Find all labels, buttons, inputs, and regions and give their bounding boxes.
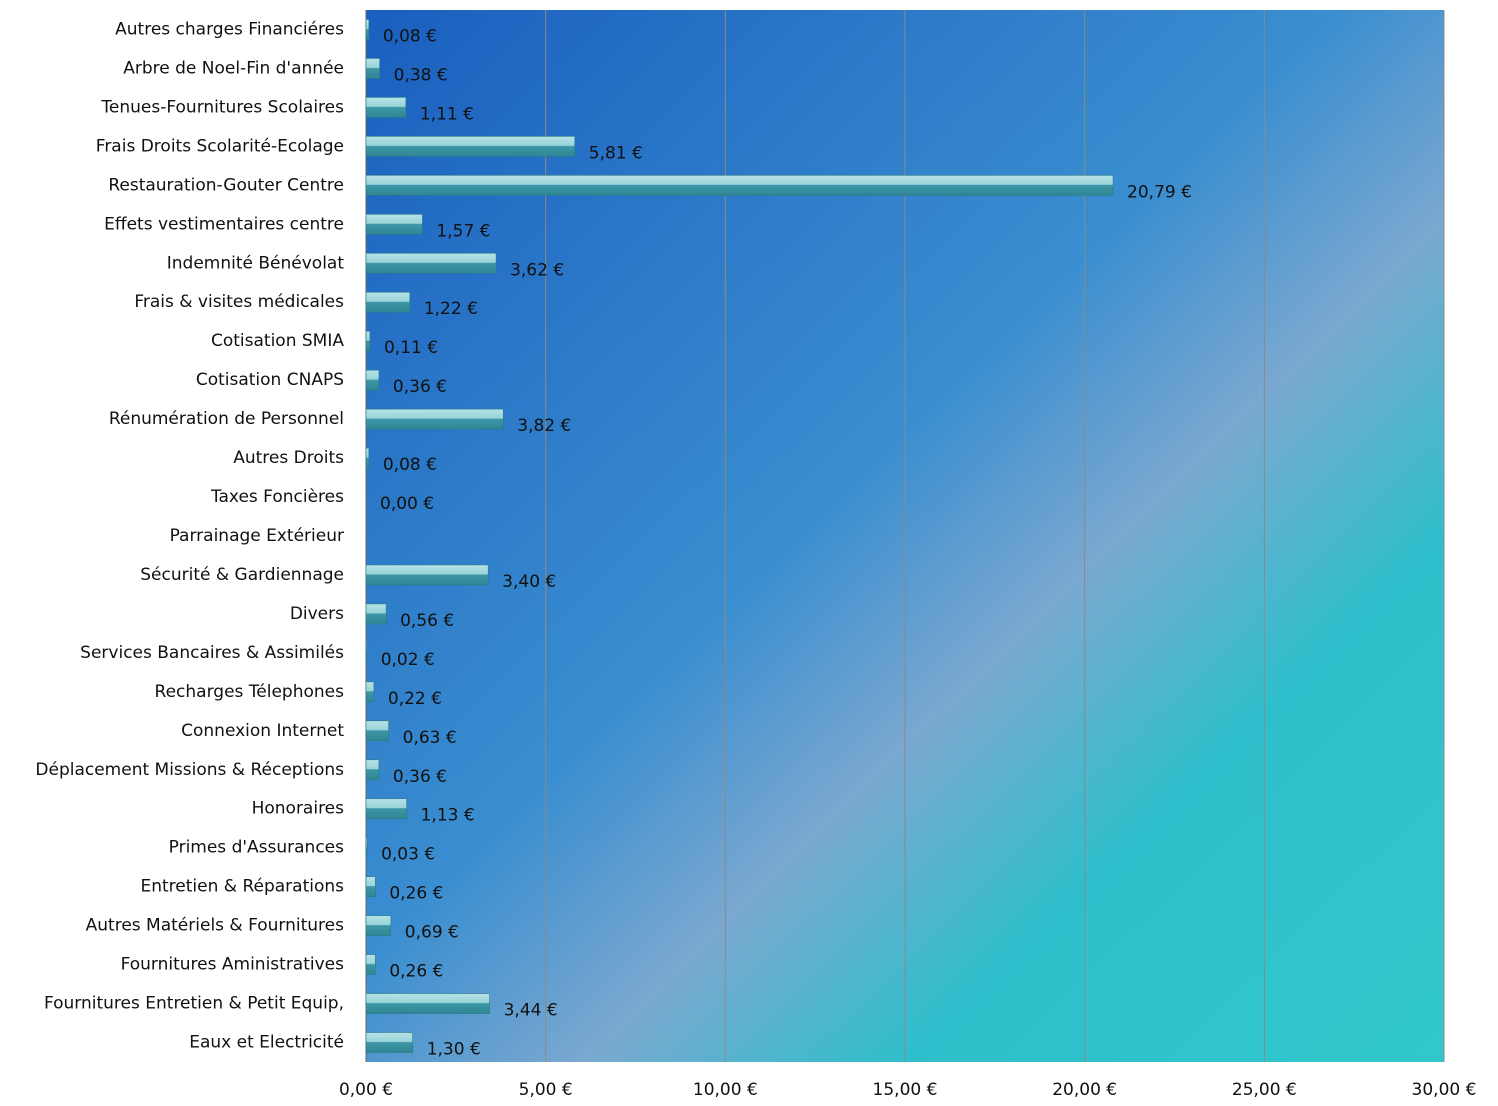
value-label: 0,00 €: [380, 494, 434, 514]
chart: 0,00 € 5,00 € 10,00 € 15,00 € 20,00 € 25,00 €…: [0, 0, 1498, 1106]
y-tick-label: Effets vestimentaires centre: [104, 214, 344, 234]
y-tick-label: Divers: [290, 604, 344, 624]
y-tick-label: Autres charges Financiéres: [115, 19, 344, 39]
y-tick-label: Sécurité & Gardiennage: [140, 565, 344, 585]
value-label: 0,36 €: [393, 767, 447, 787]
value-label: 0,03 €: [381, 845, 435, 865]
bar: [366, 565, 488, 585]
bar: [366, 292, 410, 312]
x-tick-label: 25,00 €: [1232, 1080, 1297, 1100]
y-tick-label: Indemnité Bénévolat: [167, 253, 345, 273]
bar: [366, 643, 367, 663]
value-label: 0,11 €: [384, 338, 438, 358]
x-tick-label: 15,00 €: [873, 1080, 938, 1100]
value-label: 0,69 €: [405, 923, 459, 943]
y-tick-label: Parrainage Extérieur: [170, 526, 344, 546]
bar: [366, 877, 375, 897]
bar: [366, 682, 374, 702]
value-label: 3,62 €: [510, 260, 564, 280]
x-tick-label: 30,00 €: [1412, 1080, 1477, 1100]
value-label: 0,38 €: [394, 65, 448, 85]
bar: [366, 1033, 413, 1053]
value-label: 1,30 €: [427, 1040, 481, 1060]
y-tick-label: Entretien & Réparations: [141, 877, 345, 897]
y-tick-label: Eaux et Electricité: [189, 1033, 344, 1053]
bar: [366, 370, 379, 390]
bar: [366, 136, 575, 156]
value-label: 0,56 €: [400, 611, 454, 631]
bar: [366, 916, 391, 936]
y-tick-label: Autres Matériels & Fournitures: [86, 916, 344, 936]
value-label: 1,57 €: [436, 221, 490, 241]
value-label: 1,22 €: [424, 299, 478, 319]
y-tick-label: Cotisation SMIA: [211, 331, 344, 351]
bar: [366, 331, 370, 351]
x-tick-label: 5,00 €: [519, 1080, 573, 1100]
value-label: 0,36 €: [393, 377, 447, 397]
y-tick-label: Recharges Télephones: [155, 682, 345, 702]
value-label: 0,26 €: [389, 962, 443, 982]
bar: [366, 19, 369, 39]
value-label: 0,26 €: [389, 884, 443, 904]
x-tick-label: 20,00 €: [1052, 1080, 1117, 1100]
bar: [366, 955, 375, 975]
y-tick-label: Restauration-Gouter Centre: [108, 175, 344, 195]
bar: [366, 448, 369, 468]
bar: [366, 994, 490, 1014]
value-label: 3,40 €: [502, 572, 556, 592]
bar: [366, 721, 389, 741]
bar: [366, 799, 407, 819]
value-label: 0,22 €: [388, 689, 442, 709]
y-tick-label: Fournitures Aministratives: [121, 955, 345, 975]
value-label: 5,81 €: [589, 143, 643, 163]
x-tick-label: 10,00 €: [693, 1080, 758, 1100]
value-label: 0,08 €: [383, 455, 437, 475]
y-tick-label: Frais & visites médicales: [134, 292, 344, 312]
y-tick-label: Connexion Internet: [181, 721, 344, 741]
y-tick-label: Tenues-Fournitures Scolaires: [100, 97, 344, 117]
bar: [366, 604, 386, 624]
y-tick-label: Arbre de Noel-Fin d'année: [123, 58, 344, 78]
value-label: 1,11 €: [420, 104, 474, 124]
y-tick-label: Cotisation CNAPS: [196, 370, 344, 390]
value-label: 1,13 €: [421, 806, 475, 826]
y-tick-label: Autres Droits: [233, 448, 344, 468]
bar: [366, 838, 367, 858]
bar: [366, 58, 380, 78]
y-tick-label: Fournitures Entretien & Petit Equip,: [44, 994, 344, 1014]
value-label: 0,63 €: [403, 728, 457, 748]
y-tick-label: Primes d'Assurances: [169, 838, 345, 858]
y-tick-label: Services Bancaires & Assimilés: [80, 643, 344, 663]
y-tick-label: Déplacement Missions & Réceptions: [35, 760, 344, 780]
bar: [366, 214, 422, 234]
y-tick-label: Frais Droits Scolarité-Ecolage: [96, 136, 344, 156]
bar: [366, 97, 406, 117]
bar: [366, 760, 379, 780]
bar: [366, 175, 1113, 195]
y-tick-label: Rénumération de Personnel: [109, 409, 344, 429]
value-label: 0,08 €: [383, 26, 437, 46]
value-label: 0,02 €: [381, 650, 435, 670]
value-label: 20,79 €: [1127, 182, 1192, 202]
bar: [366, 253, 496, 273]
x-tick-label: 0,00 €: [339, 1080, 393, 1100]
value-label: 3,44 €: [504, 1001, 558, 1021]
y-tick-label: Taxes Foncières: [210, 487, 344, 507]
bar: [366, 409, 503, 429]
value-label: 3,82 €: [517, 416, 571, 436]
y-tick-label: Honoraires: [252, 799, 345, 819]
